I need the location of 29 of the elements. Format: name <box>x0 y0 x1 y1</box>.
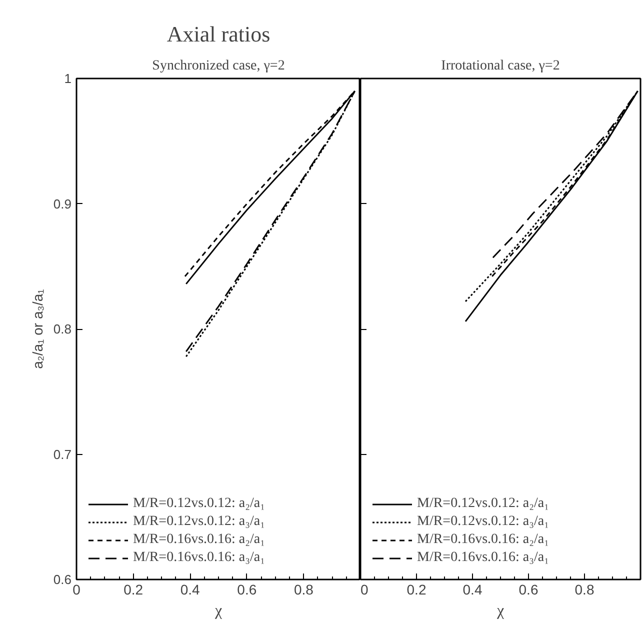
y-tick-label: 0.7 <box>53 446 72 462</box>
x-tick-label: 0.8 <box>294 582 314 598</box>
x-tick-label: 0.8 <box>574 582 594 598</box>
chart-subtitle: Synchronized case, γ=2 <box>152 58 285 74</box>
legend-label: M/R=0.16vs.0.16: a₃/a₁ <box>417 549 549 567</box>
legend-label: M/R=0.16vs.0.16: a₃/a₁ <box>133 549 265 567</box>
x-axis-title: χ <box>214 602 223 620</box>
legend-label: M/R=0.12vs.0.12: a₃/a₁ <box>417 513 549 531</box>
x-tick-label: 0 <box>72 582 81 598</box>
y-tick-label: 0.9 <box>53 196 72 212</box>
legend-label: M/R=0.12vs.0.12: a₃/a₁ <box>133 513 265 531</box>
x-tick-label: 0.4 <box>462 582 482 598</box>
x-tick-label: 0 <box>360 582 368 598</box>
legend-label: M/R=0.12vs.0.12: a₂/a₁ <box>133 495 265 513</box>
y-tick-label: 1 <box>64 71 72 86</box>
x-tick-label: 0.6 <box>518 582 538 598</box>
chart-title: Axial ratios <box>166 22 270 46</box>
y-tick-label: 0.8 <box>53 322 72 336</box>
chart-subtitle: Irrotational case, γ=2 <box>441 58 560 74</box>
y-axis-title: a₂/a₁ or a₃/a₁ <box>29 288 46 369</box>
x-tick-label: 0.2 <box>124 582 144 598</box>
x-tick-label: 0.6 <box>237 582 257 598</box>
x-axis-title: χ <box>496 602 505 620</box>
legend-label: M/R=0.16vs.0.16: a₂/a₁ <box>417 531 549 549</box>
x-tick-label: 0.4 <box>180 582 200 598</box>
legend-label: M/R=0.12vs.0.12: a₂/a₁ <box>417 495 549 513</box>
x-tick-label: 0.2 <box>406 582 426 598</box>
legend-label: M/R=0.16vs.0.16: a₂/a₁ <box>133 531 265 549</box>
y-tick-label: 0.6 <box>53 572 72 587</box>
